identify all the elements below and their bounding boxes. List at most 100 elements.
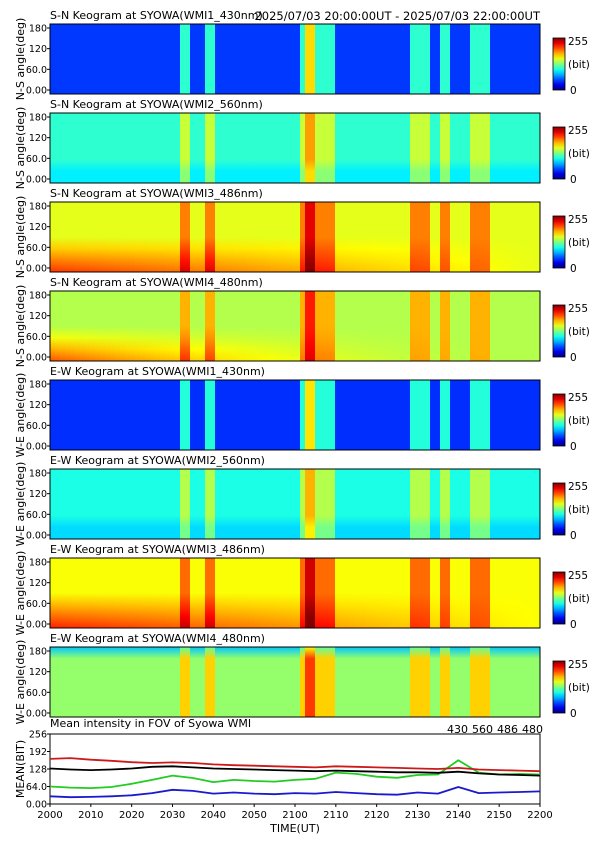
colorbar: 255 (bit) 0: [552, 36, 590, 97]
keogram-ytick-label: 0.00: [26, 442, 47, 453]
keogram-ytick-label: 60.0: [26, 510, 47, 521]
keogram-ytick-label: 60.0: [26, 421, 47, 432]
keogram-title: E-W Keogram at SYOWA(WMI1_430nm): [50, 365, 265, 378]
y-tick-label: 0.00: [26, 800, 47, 811]
colorbar-min: 0: [570, 85, 577, 97]
series-line-486: [49, 757, 541, 773]
colorbar: 255 (bit) 0: [552, 125, 590, 186]
x-tick-label: 2200: [527, 810, 552, 821]
colorbar-min: 0: [570, 530, 577, 542]
keogram-ytick-label: 180: [29, 202, 47, 213]
keogram-ytick-label: 180: [29, 469, 47, 480]
keogram-frame: [49, 112, 541, 184]
colorbar-max: 255: [568, 125, 588, 137]
keogram-ytick-label: 60.0: [26, 65, 47, 76]
keogram-ytick-label: 180: [29, 380, 47, 391]
keogram-panels: S-N Keogram at SYOWA(WMI1_430nm) 180 120 60…: [14, 9, 590, 724]
keogram-ytick-label: 60.0: [26, 332, 47, 343]
keogram-panel: S-N Keogram at SYOWA(WMI2_560nm)180 120 60…: [14, 98, 590, 189]
x-tick-label: 2050: [241, 810, 266, 821]
keogram-frame: [49, 23, 541, 95]
keogram-panel: S-N Keogram at SYOWA(WMI4_480nm)180 120 60…: [14, 276, 590, 367]
colorbar: 255 (bit) 0: [552, 659, 590, 720]
colorbar: 255 (bit) 0: [552, 214, 590, 275]
keogram-ylabel: N-S angle(deg): [14, 285, 27, 368]
keogram-ytick-label: 120: [29, 311, 47, 322]
keogram-ytick-label: 60.0: [26, 243, 47, 254]
keogram-panel: S-N Keogram at SYOWA(WMI3_486nm)180 120 60…: [14, 187, 590, 278]
keogram-ytick-label: 120: [29, 578, 47, 589]
colorbar-max: 255: [568, 392, 588, 404]
x-tick-label: 2110: [323, 810, 348, 821]
colorbar-unit: (bit): [568, 682, 590, 694]
mean-intensity-chart: Mean intensity in FOV of Syowa WMI 430 5…: [14, 717, 553, 835]
colorbar-unit: (bit): [568, 593, 590, 605]
legend-480: 480: [522, 723, 543, 736]
x-tick-label: 2150: [486, 810, 511, 821]
keogram-ytick-label: 180: [29, 113, 47, 124]
colorbar-max: 255: [568, 303, 588, 315]
keogram-ytick-label: 120: [29, 400, 47, 411]
keogram-ytick-label: 120: [29, 133, 47, 144]
keogram-title: S-N Keogram at SYOWA(WMI3_486nm): [50, 187, 263, 200]
series-line-480: [49, 765, 541, 777]
colorbar-min: 0: [570, 352, 577, 364]
colorbar-min: 0: [570, 174, 577, 186]
keogram-ytick-label: 0.00: [26, 531, 47, 542]
colorbar: 255 (bit) 0: [552, 303, 590, 364]
colorbar-max: 255: [568, 659, 588, 671]
y-tick-label: 128: [29, 765, 47, 776]
chart-axes: 2000 2010 2020 2030 2040 2050 2100 2110 2120 2130…: [26, 730, 553, 822]
keogram-frame: [49, 646, 541, 718]
keogram-ytick-label: 0.00: [26, 709, 47, 720]
keogram-ytick-label: 60.0: [26, 154, 47, 165]
keogram-ytick-label: 60.0: [26, 599, 47, 610]
keogram-ytick-label: 180: [29, 558, 47, 569]
keogram-ytick-label: 120: [29, 44, 47, 55]
colorbar: 255 (bit) 0: [552, 570, 590, 631]
keogram-ytick-label: 120: [29, 667, 47, 678]
chart-ylabel: MEAN(BIT): [14, 740, 27, 798]
keogram-ytick-label: 0.00: [26, 86, 47, 97]
keogram-title: E-W Keogram at SYOWA(WMI4_480nm): [50, 632, 265, 645]
keogram-ytick-label: 0.00: [26, 264, 47, 275]
x-tick-label: 2030: [160, 810, 185, 821]
colorbar-unit: (bit): [568, 415, 590, 427]
x-tick-label: 2020: [119, 810, 144, 821]
keogram-frame: [49, 468, 541, 540]
series-line-430: [49, 786, 541, 799]
colorbar-max: 255: [568, 481, 588, 493]
keogram-ytick-label: 120: [29, 222, 47, 233]
keogram-title: S-N Keogram at SYOWA(WMI4_480nm): [50, 276, 263, 289]
time-range-header: 2025/07/03 20:00:00UT - 2025/07/03 22:00…: [254, 9, 540, 23]
x-tick-label: 2100: [282, 810, 307, 821]
keogram-ylabel: N-S angle(deg): [14, 196, 27, 279]
keogram-ytick-label: 0.00: [26, 620, 47, 631]
colorbar-unit: (bit): [568, 326, 590, 338]
keogram-title: S-N Keogram at SYOWA(WMI2_560nm): [50, 98, 263, 111]
colorbar: 255 (bit) 0: [552, 481, 590, 542]
legend-486: 486: [497, 723, 518, 736]
colorbar-unit: (bit): [568, 237, 590, 249]
keogram-ytick-label: 180: [29, 647, 47, 658]
colorbar-max: 255: [568, 36, 588, 48]
keogram-ylabel: W-E angle(deg): [14, 551, 27, 636]
keogram-ytick-label: 0.00: [26, 175, 47, 186]
x-tick-label: 2040: [201, 810, 226, 821]
chart-title: Mean intensity in FOV of Syowa WMI: [50, 717, 251, 730]
keogram-panel: E-W Keogram at SYOWA(WMI4_480nm)180 120 60…: [14, 632, 590, 724]
keogram-frame: [49, 290, 541, 362]
x-tick-label: 2130: [405, 810, 430, 821]
keogram-ytick-label: 120: [29, 489, 47, 500]
keogram-ylabel: W-E angle(deg): [14, 373, 27, 458]
y-tick-label: 192: [29, 747, 47, 758]
keogram-ytick-label: 60.0: [26, 688, 47, 699]
keogram-ylabel: N-S angle(deg): [14, 18, 27, 101]
chart-legend: 430 560 486 480: [447, 723, 543, 736]
keogram-title: S-N Keogram at SYOWA(WMI1_430nm): [50, 9, 263, 22]
x-tick-label: 2000: [37, 810, 62, 821]
x-tick-label: 2120: [364, 810, 389, 821]
y-tick-label: 64.0: [26, 782, 47, 793]
keogram-title: E-W Keogram at SYOWA(WMI3_486nm): [50, 543, 265, 556]
